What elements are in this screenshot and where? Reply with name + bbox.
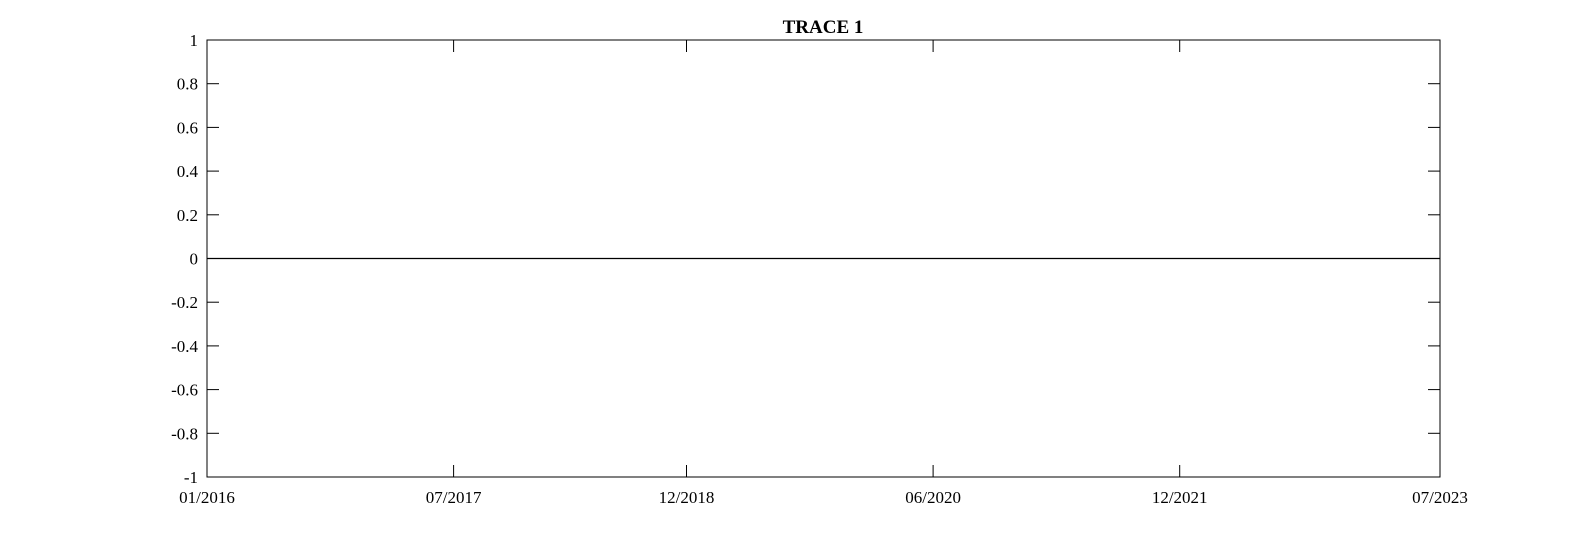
y-tick-label: -0.8 bbox=[171, 424, 198, 443]
y-tick-label: 0.8 bbox=[177, 75, 198, 94]
y-tick-label: -0.2 bbox=[171, 293, 198, 312]
x-tick-label: 06/2020 bbox=[905, 488, 961, 507]
y-tick-label: -1 bbox=[184, 468, 198, 487]
y-tick-label: 0.4 bbox=[177, 162, 199, 181]
x-tick-label: 07/2017 bbox=[426, 488, 482, 507]
y-tick-label: -0.6 bbox=[171, 381, 198, 400]
x-axis: 01/2016 07/2017 12/2018 06/2020 12/2021 07/20… bbox=[179, 40, 1468, 507]
x-tick-label: 12/2018 bbox=[659, 488, 715, 507]
y-tick-label: 0.2 bbox=[177, 206, 198, 225]
x-tick-label: 01/2016 bbox=[179, 488, 235, 507]
y-axis: -1 -0.8 -0.6 -0.4 -0.2 0 0.2 0.4 0.6 0.8 1 bbox=[171, 31, 1440, 487]
y-tick-label: -0.4 bbox=[171, 337, 198, 356]
y-tick-label: 1 bbox=[190, 31, 199, 50]
chart-title: TRACE 1 bbox=[783, 17, 864, 38]
x-tick-label: 07/2023 bbox=[1412, 488, 1468, 507]
y-tick-label: 0.6 bbox=[177, 118, 198, 137]
x-tick-label: 12/2021 bbox=[1152, 488, 1208, 507]
y-tick-label: 0 bbox=[190, 250, 199, 269]
